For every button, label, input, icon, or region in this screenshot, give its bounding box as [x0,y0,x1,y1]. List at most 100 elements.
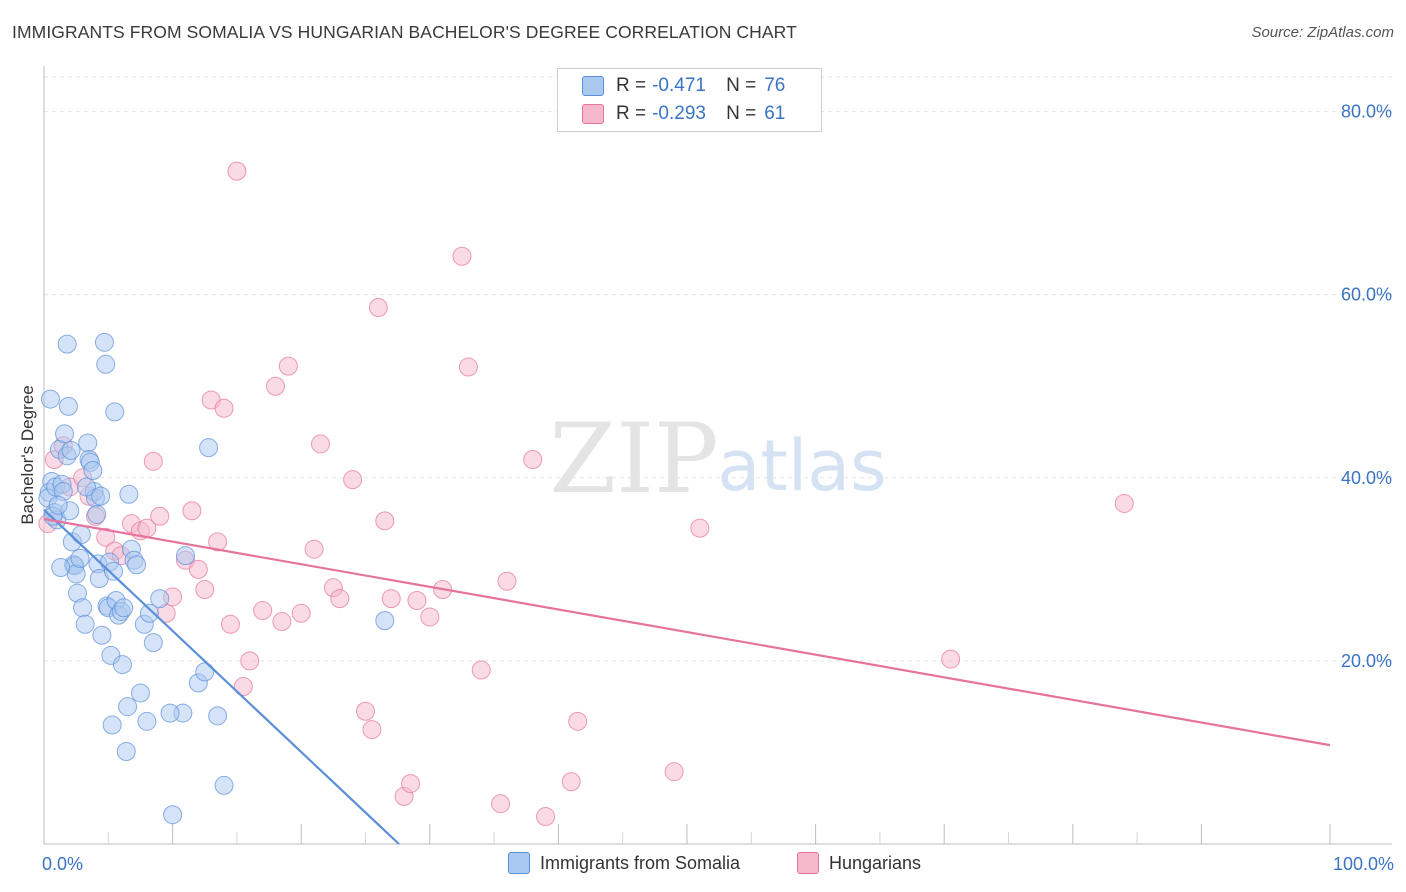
point-hungarians [214,398,234,418]
point-somalia [61,440,81,460]
point-hungarians [458,357,478,377]
point-hungarians [523,450,543,469]
point-somalia [105,402,125,422]
point-somalia [83,460,103,480]
r-label: R = [616,75,647,96]
point-somalia [51,558,71,578]
point-hungarians [330,589,350,609]
point-somalia [160,703,180,723]
stats-row-somalia: R = -0.471 N = 76 [582,73,785,99]
point-hungarians [941,649,961,669]
y-tick-label: 20.0% [1341,651,1392,671]
y-tick-label: 80.0% [1341,102,1392,122]
point-somalia [139,603,159,623]
point-somalia [214,775,234,795]
point-hungarians [401,774,421,794]
point-hungarians [150,506,170,526]
hungarians-legend-swatch [797,852,819,874]
point-somalia [40,389,60,409]
legend-label: Immigrants from Somalia [540,852,741,873]
point-hungarians [233,677,253,697]
watermark: ZIP atlas [549,403,886,515]
point-hungarians [195,579,215,599]
axes [43,66,1392,845]
point-hungarians [664,762,684,782]
point-somalia [78,433,98,453]
legend-item-somalia[interactable]: Immigrants from Somalia [508,852,740,874]
point-somalia [118,697,138,717]
point-somalia [163,805,183,825]
point-hungarians [452,246,472,266]
point-somalia [73,598,93,618]
point-somalia [175,546,195,566]
point-hungarians [240,651,260,671]
trend-line-somalia [43,509,400,845]
point-somalia [137,711,157,731]
point-hungarians [291,603,311,623]
point-hungarians [690,518,710,538]
point-hungarians [253,601,273,621]
stats-legend: R = -0.471 N = 76 R = -0.293 N = 61 [557,68,822,132]
point-somalia [55,424,75,444]
point-hungarians [407,590,427,610]
y-axis-label: Bachelor's Degree [18,385,37,525]
point-somalia [92,625,112,645]
point-hungarians [536,807,556,827]
point-hungarians [208,532,228,552]
series-legend: Immigrants from Somalia Hungarians [0,852,1406,878]
trend-lines [43,509,1331,845]
somalia-swatch [582,76,604,96]
point-hungarians [182,501,202,521]
point-hungarians [381,589,401,609]
y-tick-label: 40.0% [1341,468,1392,488]
point-somalia [57,334,77,354]
r-label: R = [616,103,647,124]
n-label: N = [726,103,757,124]
point-somalia [119,484,139,504]
point-hungarians [304,539,324,559]
x-tick-label-max: 100.0% [1333,854,1394,874]
legend-item-hungarians[interactable]: Hungarians [797,852,921,874]
r-value: -0.471 [652,75,706,96]
point-hungarians [561,772,581,792]
point-somalia [143,633,163,653]
watermark-zip: ZIP [549,403,718,515]
trend-line-hungarians [43,517,1331,747]
point-hungarians [310,434,330,454]
point-somalia [127,555,147,575]
legend-label: Hungarians [829,852,922,873]
point-somalia [199,438,219,458]
data-points [38,161,1134,827]
watermark-atlas: atlas [717,425,886,507]
tick-labels: 20.0% 40.0% 60.0% 80.0% 0.0% 100.0% [42,102,1394,874]
somalia-legend-swatch [508,852,530,874]
n-label: N = [726,75,757,96]
point-somalia [71,525,91,545]
point-somalia [150,589,170,609]
point-somalia [102,715,122,735]
point-hungarians [96,527,116,547]
point-hungarians [265,376,285,396]
point-somalia [195,662,215,682]
point-somalia [91,486,111,506]
r-value: -0.293 [652,103,706,124]
point-hungarians [497,571,517,591]
point-hungarians [343,470,363,490]
point-hungarians [491,794,511,814]
y-tick-label: 60.0% [1341,285,1392,305]
point-somalia [70,548,90,568]
n-value: 61 [764,103,786,124]
point-somalia [94,332,114,352]
point-hungarians [362,720,382,740]
point-hungarians [420,607,440,627]
point-somalia [75,614,95,634]
point-hungarians [1114,493,1134,513]
point-hungarians [368,298,388,318]
point-somalia [58,396,78,416]
point-hungarians [471,660,491,680]
x-tick-label-min: 0.0% [42,854,83,874]
chart-title: IMMIGRANTS FROM SOMALIA VS HUNGARIAN BAC… [12,22,797,42]
point-hungarians [375,511,395,531]
point-somalia [130,683,150,703]
point-hungarians [356,701,375,721]
